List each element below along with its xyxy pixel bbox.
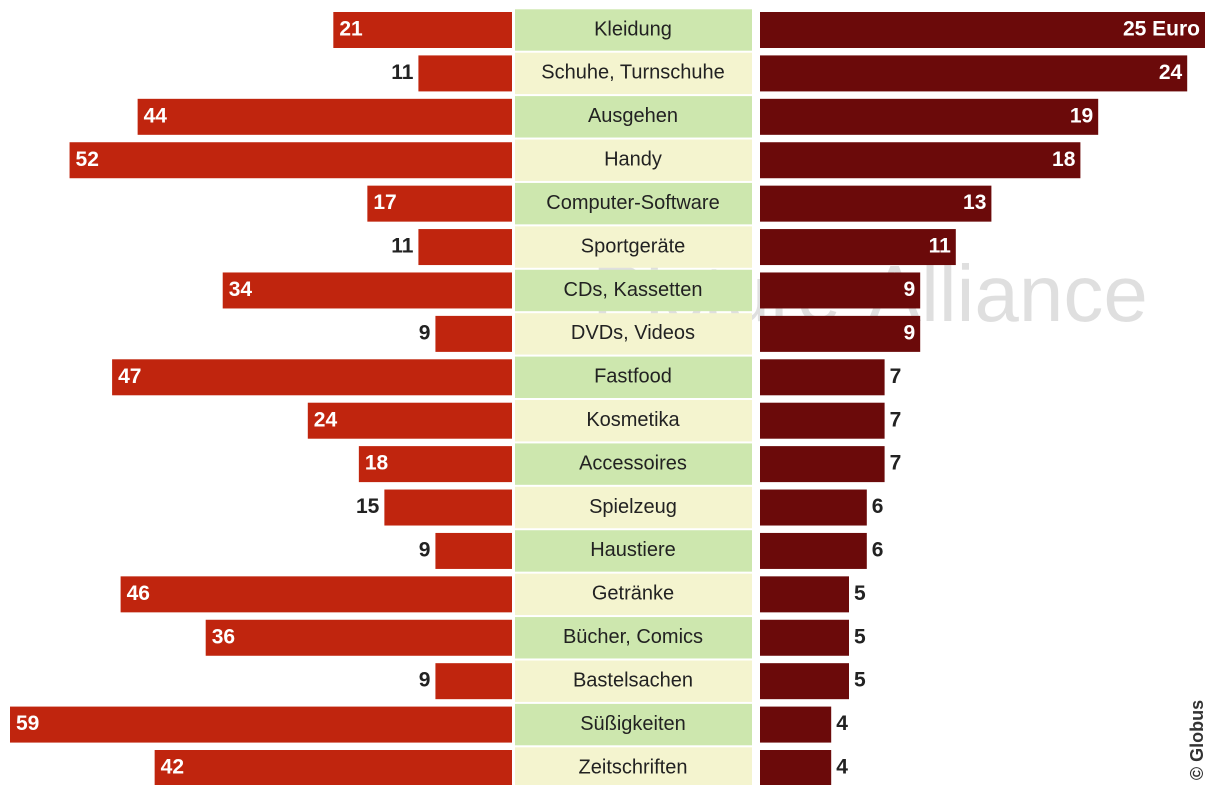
value-label: 9: [904, 321, 916, 344]
value-label: 9: [419, 321, 431, 344]
bar: [760, 99, 1098, 135]
category-label: Kosmetika: [586, 409, 680, 431]
bar: [70, 142, 512, 178]
value-label: 36: [212, 625, 235, 648]
category-label: Fastfood: [594, 366, 672, 388]
value-label: 24: [314, 408, 338, 431]
value-label: 6: [872, 538, 884, 561]
bar: [10, 707, 512, 743]
value-label: 17: [373, 191, 396, 214]
value-label: 9: [904, 278, 916, 301]
bar: [121, 576, 512, 612]
category-label: Schuhe, Turnschuhe: [541, 62, 724, 84]
value-label: 5: [854, 625, 866, 648]
category-label: Süßigkeiten: [580, 713, 686, 735]
category-label: Ausgehen: [588, 105, 678, 127]
category-label: Bastelsachen: [573, 669, 693, 691]
bar: [760, 272, 920, 308]
value-label: 46: [127, 582, 150, 605]
bar: [112, 359, 512, 395]
value-label: 4: [836, 712, 848, 735]
category-label: Zeitschriften: [579, 756, 688, 778]
value-label: 9: [419, 538, 431, 561]
bar: [760, 533, 867, 569]
bar: [760, 663, 849, 699]
category-label: Kleidung: [594, 18, 672, 40]
value-label: 9: [419, 669, 431, 692]
value-label: 7: [890, 408, 902, 431]
bar: [760, 576, 849, 612]
category-label: Spielzeug: [589, 496, 677, 518]
value-label: 21: [339, 18, 363, 41]
bar: [760, 750, 831, 785]
value-label: 18: [1052, 148, 1076, 171]
bar: [155, 750, 512, 785]
bar: [760, 359, 885, 395]
value-label: 5: [854, 582, 866, 605]
bar: [760, 403, 885, 439]
bar: [760, 186, 991, 222]
bar: [760, 620, 849, 656]
category-label: Bücher, Comics: [563, 626, 703, 648]
value-label: 15: [356, 495, 380, 518]
value-label: 24: [1159, 61, 1183, 84]
category-label: Computer-Software: [546, 192, 719, 214]
category-label: Sportgeräte: [581, 235, 686, 257]
value-label: 4: [836, 756, 848, 779]
value-label: 11: [929, 235, 952, 258]
value-label: 59: [16, 712, 39, 735]
category-label: Handy: [604, 149, 662, 171]
value-label: 7: [890, 452, 902, 475]
value-label: 42: [161, 756, 184, 779]
bar: [760, 142, 1080, 178]
bar: [418, 229, 512, 265]
value-label: 52: [76, 148, 99, 171]
bar: [206, 620, 512, 656]
bar: [308, 403, 512, 439]
bar: [384, 490, 512, 526]
category-label: Getränke: [592, 583, 674, 605]
value-label: 13: [963, 191, 986, 214]
bar: [223, 272, 512, 308]
value-label: 11: [391, 61, 414, 84]
bar: [435, 316, 512, 352]
value-label: 18: [365, 452, 389, 475]
bar: [760, 229, 956, 265]
bar: [760, 55, 1187, 91]
value-label: 25 Euro: [1123, 18, 1200, 41]
value-label: 47: [118, 365, 141, 388]
value-label: 19: [1070, 104, 1093, 127]
category-label: Accessoires: [579, 452, 687, 474]
bar: [760, 316, 920, 352]
category-label: Haustiere: [590, 539, 676, 561]
category-label: DVDs, Videos: [571, 322, 695, 344]
bar: [435, 663, 512, 699]
bar: [760, 490, 867, 526]
bar: [418, 55, 512, 91]
value-label: 5: [854, 669, 866, 692]
category-label: CDs, Kassetten: [564, 279, 703, 301]
bar: [435, 533, 512, 569]
value-label: 11: [391, 235, 414, 258]
value-label: 44: [144, 104, 168, 127]
bar: [760, 707, 831, 743]
chart: Picture-Alliance Kleidung2125 EuroSchuhe…: [0, 0, 1209, 785]
source: © Globus: [1187, 700, 1207, 780]
value-label: 6: [872, 495, 884, 518]
value-label: 7: [890, 365, 902, 388]
bar: [760, 446, 885, 482]
value-label: 34: [229, 278, 253, 301]
bar: [138, 99, 512, 135]
